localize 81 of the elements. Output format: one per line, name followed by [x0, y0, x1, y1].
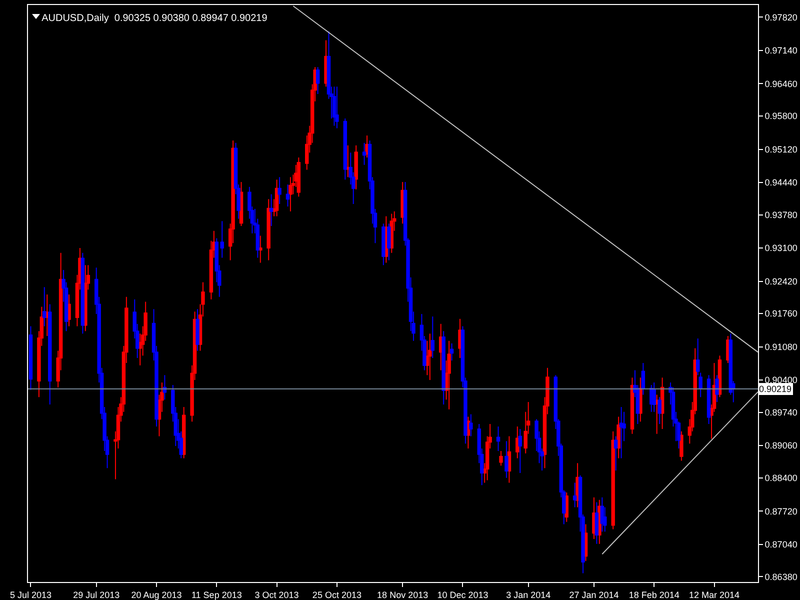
y-tick-label: 0.97140 — [764, 46, 798, 56]
candlestick — [162, 374, 167, 400]
x-tick-label: 10 Dec 2013 — [437, 590, 488, 600]
candlestick — [594, 502, 599, 544]
candlestick — [362, 142, 366, 166]
candlestick — [630, 377, 634, 434]
candlestick — [45, 294, 50, 337]
candlestick — [278, 176, 282, 205]
candlestick — [654, 394, 659, 434]
candlestick — [343, 118, 348, 180]
x-tick-label: 12 Mar 2014 — [688, 590, 740, 600]
y-tick-label: 0.92420 — [764, 276, 798, 286]
y-tick-label: 0.93780 — [764, 210, 798, 220]
candlestick — [258, 235, 262, 264]
x-tick-label: 20 Aug 2013 — [131, 590, 182, 600]
x-tick-label: 5 Jul 2013 — [10, 590, 52, 600]
x-tick-label: 18 Feb 2014 — [628, 590, 680, 600]
candlestick — [430, 316, 435, 359]
x-tick-label: 3 Oct 2013 — [254, 590, 299, 600]
candlestick — [507, 436, 512, 484]
candlestick — [316, 66, 320, 94]
candlestick — [354, 144, 358, 190]
candlestick — [28, 326, 33, 390]
candlestick — [611, 430, 615, 530]
y-tick-label: 0.97820 — [764, 12, 798, 22]
candlestick — [504, 440, 508, 478]
candlestick — [450, 342, 454, 361]
candlestick — [335, 86, 339, 129]
candlestick — [496, 426, 500, 452]
x-tick-label: 18 Nov 2013 — [377, 590, 428, 600]
candlestick — [572, 482, 577, 508]
candlestick — [67, 294, 71, 327]
candlestick — [288, 176, 292, 212]
candlestick — [706, 374, 711, 425]
candlestick — [269, 194, 274, 227]
candlestick — [220, 220, 224, 258]
y-tick-label: 0.87040 — [764, 540, 798, 550]
candlestick — [286, 184, 290, 207]
candlestick — [332, 86, 336, 126]
y-tick-label: 0.95800 — [764, 111, 798, 122]
candlestick — [680, 430, 684, 462]
candlestick — [447, 340, 451, 410]
candlestick — [516, 426, 520, 459]
candlestick — [346, 144, 350, 178]
x-tick-label: 29 Jul 2013 — [73, 590, 120, 600]
text: AUDUSD,Daily 0.90325 0.90380 0.89947 0.90219 — [42, 12, 268, 24]
y-tick-label: 0.89060 — [764, 440, 798, 451]
y-tick-label: 0.89740 — [764, 407, 798, 418]
y-tick-label: 0.86380 — [764, 572, 798, 582]
candlestick — [458, 318, 462, 359]
x-tick-label: 25 Oct 2013 — [312, 590, 362, 600]
y-tick-label: 0.87720 — [764, 506, 798, 516]
candlestick — [641, 362, 646, 396]
candlestick — [600, 496, 604, 532]
y-tick-label: 0.96460 — [764, 78, 798, 89]
y-tick-label: 0.94440 — [764, 178, 798, 188]
y-tick-label: 0.95120 — [764, 144, 798, 154]
ref-line-label: 0.90219 — [759, 384, 792, 394]
candlestick — [442, 330, 446, 405]
candlestick — [619, 406, 624, 459]
candlestick — [428, 333, 432, 381]
y-tick-label: 0.91080 — [764, 342, 798, 352]
x-tick-label: 3 Jan 2014 — [506, 590, 551, 600]
candlestick — [296, 157, 301, 198]
candlestick — [616, 416, 620, 459]
candlestick — [614, 436, 618, 472]
y-tick-label: 0.93100 — [764, 243, 798, 254]
candlestick — [274, 179, 279, 217]
y-tick-label: 0.90400 — [764, 375, 798, 386]
x-tick-label: 11 Sep 2013 — [191, 590, 242, 600]
candlestick — [438, 323, 443, 371]
candlestick — [196, 308, 200, 352]
candlestick — [266, 198, 270, 261]
candlestick — [592, 496, 596, 540]
candlestick — [715, 374, 719, 403]
candlestick — [518, 428, 522, 474]
y-tick-label: 0.88400 — [764, 473, 798, 483]
y-tick-label: 0.91760 — [764, 308, 798, 319]
candlestick — [80, 252, 85, 334]
x-tick-label: 27 Jan 2014 — [569, 590, 619, 600]
candlestick — [499, 450, 503, 466]
